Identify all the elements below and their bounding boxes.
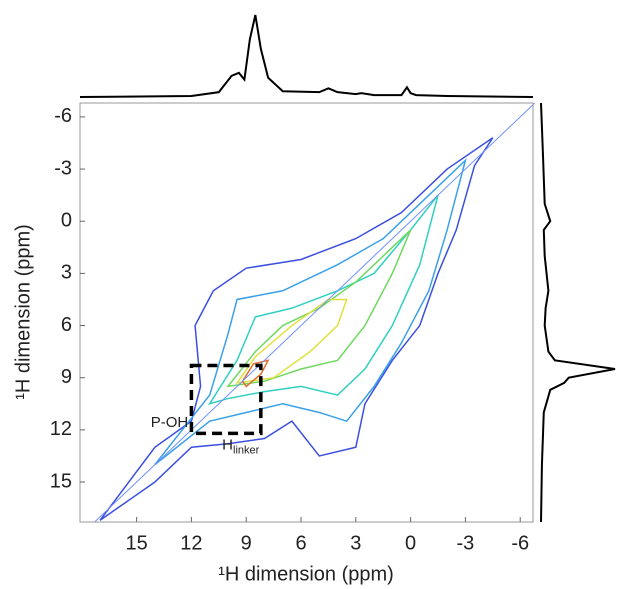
contour bbox=[226, 229, 412, 388]
y-tick-label: 0 bbox=[61, 210, 72, 232]
x-tick-label: -3 bbox=[457, 532, 475, 554]
y-tick-label: 12 bbox=[50, 418, 72, 440]
x-tick-label: 0 bbox=[405, 532, 416, 554]
x-tick-label: -6 bbox=[511, 532, 529, 554]
annotation: P-OH bbox=[151, 414, 189, 431]
highlight-box bbox=[189, 363, 263, 436]
x-axis-title: ¹H dimension (ppm) bbox=[218, 563, 394, 585]
y-tick-label: 15 bbox=[50, 470, 72, 492]
x-tick-label: 3 bbox=[350, 532, 361, 554]
annotation-subscript: linker bbox=[233, 444, 260, 456]
annotation-text: P-OH bbox=[151, 414, 189, 431]
contour bbox=[99, 137, 494, 521]
y-tick-label: -3 bbox=[54, 157, 72, 179]
contour bbox=[241, 359, 270, 388]
x-tick-label: 9 bbox=[241, 532, 252, 554]
top-projection bbox=[79, 14, 534, 98]
right-projection bbox=[540, 102, 616, 523]
x-tick-label: 15 bbox=[126, 532, 148, 554]
annotation-text: H bbox=[222, 436, 233, 453]
diagonal bbox=[94, 102, 536, 523]
y-tick-label: 9 bbox=[61, 366, 72, 388]
contour bbox=[235, 298, 348, 384]
annotation: Hlinker bbox=[222, 436, 259, 456]
y-tick-label: 6 bbox=[61, 314, 72, 336]
contour bbox=[154, 158, 467, 466]
x-tick-label: 12 bbox=[180, 532, 202, 554]
y-tick-label: 3 bbox=[61, 262, 72, 284]
x-tick-label: 6 bbox=[295, 532, 306, 554]
y-tick-label: -6 bbox=[54, 105, 72, 127]
plot-frame bbox=[79, 102, 534, 523]
contour bbox=[208, 194, 439, 406]
y-axis-title: ¹H dimension (ppm) bbox=[12, 224, 34, 400]
